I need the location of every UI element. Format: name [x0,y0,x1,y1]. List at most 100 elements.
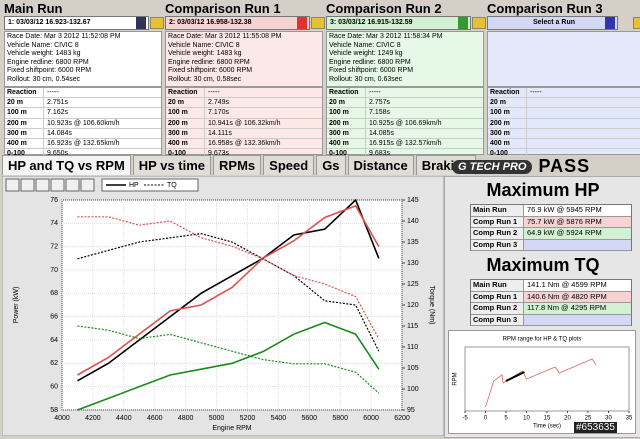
tab[interactable]: Distance [347,155,414,175]
row-value: 2.757s [369,99,391,107]
folder-icon[interactable] [311,17,325,29]
x-tick-label: 5200 [240,415,256,422]
tab[interactable]: HP vs time [132,155,212,175]
info-line: Engine redline: 6800 RPM [329,58,411,66]
summary-label: Comp Run 1 [471,216,524,227]
summary-title: Maximum HP [486,180,600,200]
series-line [77,204,380,376]
plot-area [61,199,403,411]
row-label: 0-100 [488,149,527,159]
row-label: 20 m [488,98,527,108]
run-title: Comparison Run 3 [487,1,603,16]
x-tick-label: 6000 [363,415,379,422]
results-row: 400 m 16.915s @ 132.57km/h [327,138,483,150]
run-selector[interactable]: 3: 03/03/12 16.915-132.59 [326,16,471,30]
row-value: 16.958s @ 132.36km/h [208,139,281,147]
row-label: 400 m [5,138,44,149]
summary-value: 140.6 Nm @ 4820 RPM [527,291,607,301]
run-selector[interactable]: Select a Run [487,16,618,30]
row-label: 300 m [5,128,44,138]
series-line [77,198,380,382]
tab[interactable]: RPMs [213,155,262,175]
results-row: 300 m 14.111s [166,128,322,139]
rpm-plot [464,346,630,412]
rpm-x-tick-label: 15 [544,416,551,422]
results-row: Reaction ----- [166,88,322,99]
folder-icon[interactable] [633,17,640,29]
x-tick-label: 6200 [394,415,410,422]
row-label: 300 m [327,128,366,138]
legend-label: TQ [167,182,177,189]
rpm-x-label: Time (sec) [533,424,561,430]
info-line: Vehicle Name: CIVIC 8 [7,41,79,49]
y-tick-label: 72 [50,244,58,251]
y-tick-label: 66 [50,314,58,321]
y2-tick-label: 125 [407,281,419,288]
y2-tick-label: 135 [407,239,419,246]
results-row: 400 m 16.958s @ 132.36km/h [166,138,322,150]
row-label: Reaction [327,88,366,98]
rpm-x-tick-label: 30 [605,416,612,422]
row-value: 10.941s @ 106.32km/h [208,119,281,127]
info-line: Vehicle Name: CIVIC 8 [329,41,401,49]
row-value: 10.923s @ 106.60km/h [47,119,120,127]
summary-value: 141.1 Nm @ 4599 RPM [527,280,607,289]
y2-tick-label: 145 [407,197,419,204]
y2-tick-label: 130 [407,260,419,267]
row-value: 16.923s @ 132.65km/h [47,139,120,147]
series-line [77,232,380,352]
row-value: 7.170s [208,109,230,117]
y2-tick-label: 110 [407,344,418,351]
run-selector[interactable]: 2: 03/03/12 16.958-132.38 [165,16,310,30]
info-line: Fixed shiftpoint: 6000 RPM [7,67,92,75]
tab[interactable]: HP and TQ vs RPM [2,155,131,175]
results-row: Reaction ----- [488,88,640,99]
y-tick-label: 64 [50,337,58,344]
run-selector[interactable]: 1: 03/03/12 16.923-132.67 [4,16,149,30]
tab-bar: HP and TQ vs RPM HP vs time RPMs Speed Gs Dis… [2,155,477,175]
rpm-x-tick-label: -5 [462,416,468,422]
x-tick-label: 4600 [147,415,163,422]
folder-icon[interactable] [472,17,486,29]
x-tick-label: 5600 [301,415,317,422]
summary-row: Comp Run 3 [471,314,631,326]
legend-box [101,178,199,192]
x-tick-label: 4800 [178,415,194,422]
tab[interactable]: Speed [263,155,315,175]
row-label: 0-100 [327,149,366,159]
results-row: 20 m 2.749s [166,98,322,109]
dropdown-arrow[interactable] [136,17,146,29]
summary-row: Comp Run 1 140.6 Nm @ 4820 RPM [471,291,631,303]
tab[interactable]: Gs [316,155,346,175]
summary-value: 75.7 kW @ 5876 RPM [527,216,602,226]
info-line: Vehicle weight: 1483 kg [7,50,81,58]
run-info [487,31,640,87]
run-info: Race Date: Mar 3 2012 11:52:08 PM Vehicle… [4,31,162,87]
logo-product: PASS [538,156,591,176]
row-label: Reaction [166,88,205,98]
y2-tick-label: 105 [407,365,419,372]
info-line: Vehicle weight: 1483 kg [168,50,242,58]
results-row: 20 m 2.751s [5,98,161,109]
results-row: 100 m 7.162s [5,108,161,119]
summary-title: Maximum TQ [486,255,600,275]
dropdown-arrow[interactable] [605,17,615,29]
dropdown-arrow[interactable] [297,17,307,29]
toolbar-button [65,178,80,192]
results-row: 200 m [488,118,640,129]
info-line: Vehicle Name: CIVIC 8 [168,41,240,49]
row-label: Reaction [488,88,527,98]
summary-value: 117.8 Nm @ 4295 RPM [527,303,607,312]
dropdown-arrow[interactable] [458,17,468,29]
results-row: Reaction ----- [5,88,161,99]
results-row: 300 m [488,128,640,139]
y-tick-label: 58 [50,407,58,414]
folder-icon[interactable] [150,17,164,29]
summary-label: Comp Run 2 [471,228,524,239]
rpm-x-tick-label: 5 [504,416,508,422]
row-label: 200 m [5,118,44,128]
summary-label: Comp Run 1 [471,291,524,302]
row-value: ----- [369,89,381,96]
info-line: Race Date: Mar 3 2012 11:55:08 PM [168,33,282,40]
